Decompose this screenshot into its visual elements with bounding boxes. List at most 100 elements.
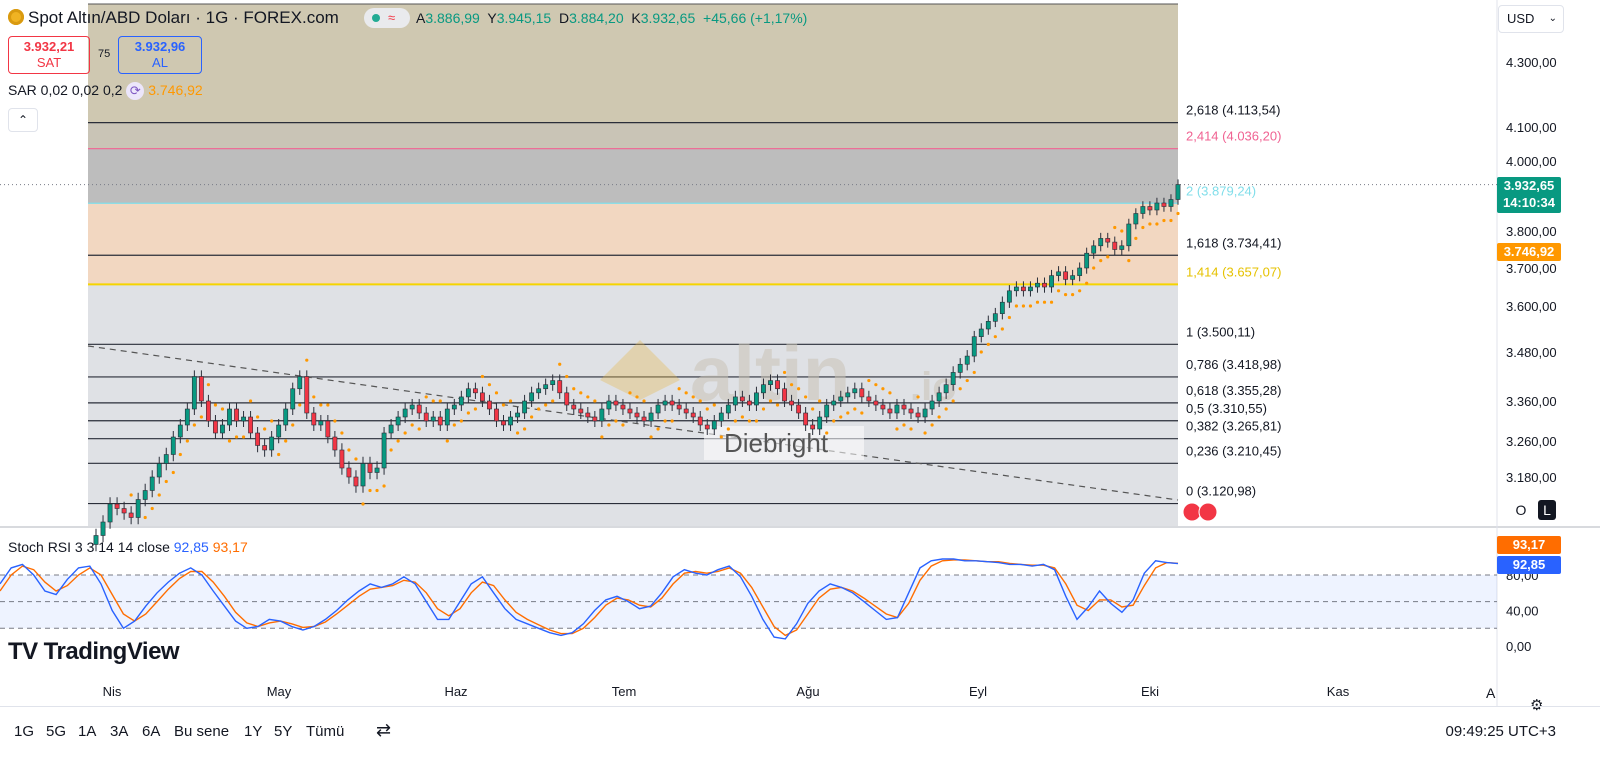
sar-dot: [881, 387, 885, 391]
candle-body: [725, 404, 731, 414]
candle-body: [690, 412, 696, 418]
candle-body: [388, 424, 394, 434]
low-label: D: [559, 10, 570, 26]
sar-dot: [1120, 229, 1124, 233]
candle-body: [93, 535, 99, 545]
candle-body: [213, 420, 218, 434]
candle-body: [739, 396, 745, 402]
price-chart[interactable]: 2,618 (4.113,54) 2,414 (4.036,20) 2 (3.879…: [0, 0, 1600, 706]
sar-dot: [424, 395, 428, 399]
sar-dot: [1014, 304, 1019, 308]
sar-dot: [804, 395, 808, 399]
candle-body: [346, 467, 352, 478]
open-value: 3.886,99: [425, 10, 480, 26]
candle-body: [697, 416, 703, 426]
sell-button[interactable]: 3.932,21 SAT: [8, 36, 90, 74]
clock[interactable]: 09:49:25 UTC+3: [1445, 723, 1557, 740]
sar-dot: [1007, 315, 1011, 320]
range-1m[interactable]: 1A: [78, 723, 97, 740]
sar-dot: [199, 415, 203, 419]
stoch-legend[interactable]: Stoch RSI 3 3 14 14 close 92,85 93,17: [8, 539, 248, 555]
currency-select[interactable]: USD ⌄: [1498, 5, 1564, 33]
candle-body: [1063, 271, 1068, 280]
sar-dot: [1148, 222, 1152, 226]
sar-dot: [1042, 300, 1047, 304]
symbol-title[interactable]: Spot Altın/ABD Doları · 1G · FOREX.com: [28, 8, 339, 27]
range-ytd[interactable]: Bu sene: [174, 723, 230, 740]
sar-dot: [593, 399, 597, 403]
price-axis-label: 3.700,00: [1506, 261, 1557, 276]
range-1y[interactable]: 1Y: [244, 723, 263, 740]
candle-body: [999, 301, 1005, 314]
candle-body: [971, 336, 977, 357]
candle-body: [332, 436, 338, 451]
sar-dot: [628, 391, 632, 395]
price-axis-label: 3.800,00: [1506, 224, 1557, 239]
sar-dot: [930, 423, 934, 427]
candle-body: [711, 420, 717, 430]
sar-legend[interactable]: SAR 0,02 0,02 0,2 ⟳ 3.746,92: [8, 82, 203, 101]
chevron-down-icon: ⌄: [1548, 13, 1557, 24]
candle-body: [824, 404, 830, 418]
candle-body: [880, 404, 886, 410]
lin-scale-button[interactable]: L: [1538, 500, 1556, 520]
fib-zone-top: [88, 4, 1178, 123]
sar-dot: [263, 427, 267, 431]
replay-icon[interactable]: ⇄: [376, 720, 392, 740]
range-5d[interactable]: 5G: [46, 723, 67, 740]
candle-body: [220, 424, 225, 434]
sar-dot: [480, 374, 485, 379]
candle-body: [1105, 238, 1111, 243]
log-scale-button[interactable]: O: [1515, 502, 1527, 518]
range-all[interactable]: Tümü: [306, 723, 345, 740]
sar-dot: [895, 427, 899, 431]
sar-dot: [1176, 211, 1180, 216]
buy-label: AL: [152, 55, 168, 70]
stoch-axis-label: 0,00: [1506, 639, 1531, 654]
stoch-axis-label: 40,00: [1506, 604, 1539, 619]
auto-scale-button[interactable]: A: [1486, 685, 1496, 701]
sar-value: 3.746,92: [148, 82, 203, 98]
fib-label: 1,618 (3.734,41): [1186, 235, 1281, 250]
candle-body: [416, 404, 422, 414]
sar-dot: [1049, 300, 1054, 304]
sar-dot: [839, 415, 843, 419]
settings-icon[interactable]: ⚙: [1530, 697, 1544, 714]
sar-dot: [698, 399, 702, 403]
stoch-d-tag: 93,17: [1497, 536, 1561, 554]
candle-body: [198, 376, 204, 402]
candle-body: [318, 420, 324, 426]
sar-dot: [396, 439, 400, 443]
sar-dot: [719, 435, 723, 439]
candle-body: [543, 384, 549, 390]
sar-dot: [255, 415, 260, 419]
range-6m[interactable]: 6A: [142, 723, 161, 740]
buy-button[interactable]: 3.932,96 AL: [118, 36, 202, 74]
candle-body: [985, 321, 991, 330]
candle-body: [866, 396, 872, 402]
collapse-button[interactable]: ⌃: [8, 108, 38, 132]
sar-dot: [867, 378, 871, 383]
bottom-toolbar: 1G 5G 1A 3A 6A Bu sene 1Y 5Y Tümü ⇄ 09:4…: [0, 706, 1600, 755]
range-1d[interactable]: 1G: [14, 723, 35, 740]
sar-dot: [508, 399, 513, 403]
candle-body: [206, 400, 211, 422]
sar-dot: [319, 403, 323, 407]
refresh-icon[interactable]: ⟳: [126, 82, 145, 101]
range-5y[interactable]: 5Y: [274, 723, 293, 740]
market-status-pill[interactable]: ≈: [364, 8, 410, 28]
sar-dot: [916, 395, 920, 399]
sar-dot: [220, 407, 225, 411]
tradingview-logo[interactable]: TV TradingView: [8, 638, 180, 666]
sar-dot: [979, 350, 983, 354]
candle-body: [374, 467, 380, 473]
sar-dot: [522, 427, 527, 431]
sar-dot: [452, 423, 456, 427]
sar-dot: [234, 435, 239, 439]
candle-body: [768, 380, 773, 385]
stoch-k-line: [0, 558, 1179, 640]
candle-body: [458, 396, 464, 406]
range-3m[interactable]: 3A: [110, 723, 129, 740]
last-price-tag: 3.932,65 14:10:34: [1497, 177, 1561, 213]
candle-body: [1112, 241, 1118, 250]
